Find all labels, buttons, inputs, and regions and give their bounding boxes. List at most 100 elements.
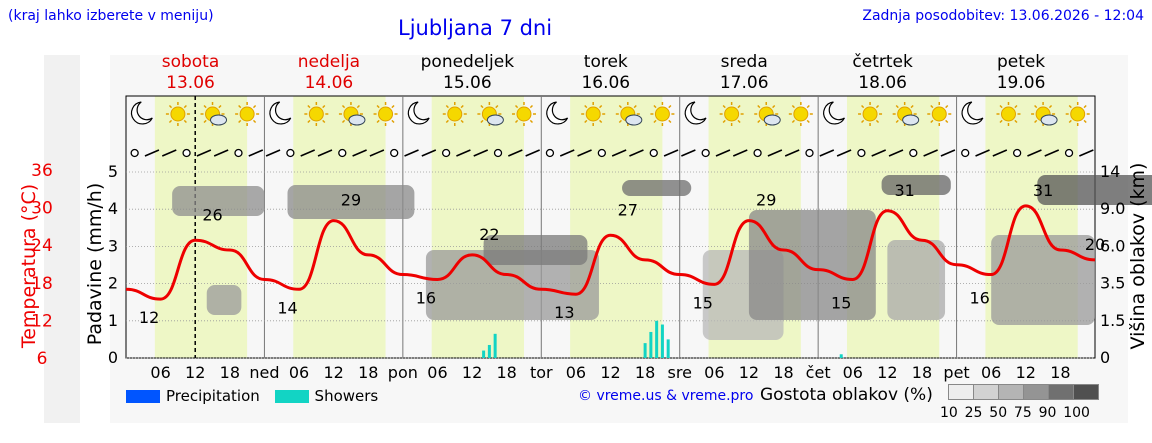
- wind-barb-icon: [421, 149, 437, 157]
- shower-bar: [487, 344, 491, 358]
- hour-tick-label: 18: [773, 363, 793, 382]
- sun-ray: [1014, 119, 1018, 124]
- temperature-annotation: 16: [416, 288, 436, 307]
- day-date: 17.06: [719, 73, 769, 93]
- temperature-tick-label: 6: [37, 349, 48, 369]
- temperature-annotation: 13: [554, 303, 574, 322]
- wind-barb-icon: [1044, 149, 1060, 157]
- moon-cloud-icon: [684, 101, 707, 125]
- sun-ray: [168, 119, 173, 124]
- moon-shape: [407, 101, 430, 125]
- hour-tick-label: 12: [323, 363, 343, 382]
- wind-barb-icon: [732, 149, 748, 157]
- calm-wind-icon: [857, 148, 866, 158]
- wind-barb-icon: [663, 149, 679, 157]
- sun-icon: [719, 102, 744, 126]
- sun-ray: [875, 119, 880, 124]
- copyright-link[interactable]: © vreme.us & vreme.pro: [578, 388, 754, 404]
- density-scale-label: 10: [940, 405, 958, 421]
- sun-ray: [930, 119, 934, 124]
- wind-barb-icon: [836, 149, 852, 157]
- day-abbr-label: čet: [806, 363, 831, 382]
- density-scale-label: 90: [1038, 405, 1057, 421]
- wind-barb-icon: [456, 149, 471, 157]
- day-label: sobota 13.06: [121, 52, 260, 94]
- wind-barb-icon: [681, 149, 696, 157]
- wind-barb-icon: [611, 149, 627, 157]
- temperature-tick-label: 18: [31, 274, 53, 294]
- hour-tick-label: 12: [185, 363, 205, 382]
- moon-cloud-icon: [373, 102, 398, 126]
- day-abbr-label: pet: [943, 363, 969, 382]
- day-abbr-label: tor: [530, 363, 553, 382]
- sun-ray: [945, 119, 949, 124]
- cloud-tick-label: 6.0: [1100, 236, 1125, 255]
- sun-ray: [757, 104, 761, 109]
- sun-ray: [945, 104, 949, 109]
- sun-ray: [341, 104, 346, 109]
- wind-barb-icon: [525, 149, 540, 157]
- cloud-lightning-icon: [235, 102, 260, 126]
- sun-cloud-icon: [200, 102, 228, 126]
- wind-barb-icon: [784, 149, 800, 157]
- sun-ray: [999, 119, 1003, 124]
- moon-cloud-icon: [477, 102, 504, 126]
- sun-shape: [654, 106, 670, 122]
- legend: Precipitation Showers: [126, 387, 388, 407]
- wind-barb-icon: [300, 149, 316, 157]
- temperature-annotation: 15: [693, 293, 713, 312]
- day-date: 13.06: [166, 73, 215, 93]
- sun-cloud-icon: [407, 101, 430, 125]
- day-date: 14.06: [304, 73, 354, 93]
- sun-ray: [618, 119, 622, 124]
- sun-shape: [862, 106, 878, 122]
- cloud-cell: [622, 180, 692, 196]
- sun-shape: [516, 106, 532, 122]
- sun-ray: [722, 104, 726, 109]
- sun-shape: [1000, 106, 1016, 122]
- sun-ray: [999, 104, 1003, 109]
- cloud-cell: [483, 235, 588, 265]
- moon-shape: [961, 101, 984, 125]
- shower-bar: [649, 331, 653, 358]
- cloud-cell: [1037, 175, 1152, 205]
- day-label: nedelja 14.06: [259, 52, 398, 94]
- wind-barb-icon: [629, 149, 644, 157]
- day-name: sreda: [720, 52, 768, 72]
- sun-ray: [529, 104, 533, 109]
- sun-icon: [269, 101, 292, 125]
- density-swatch: [973, 384, 999, 400]
- hour-tick-label: 06: [843, 363, 863, 382]
- wind-barb-icon: [352, 149, 367, 157]
- cloud-axis-title: Višina oblakov (km): [1127, 163, 1149, 350]
- day-abbr-label: pon: [388, 363, 418, 382]
- hour-tick-label: 06: [289, 363, 309, 382]
- sun-ray: [203, 104, 207, 109]
- cloud-tick-label: 14: [1100, 162, 1120, 181]
- density-scale-labels: 10 25 50 75 90 100: [940, 405, 1090, 421]
- hour-tick-label: 12: [600, 363, 620, 382]
- sun-ray: [599, 119, 603, 124]
- calm-wind-icon: [701, 148, 710, 158]
- wind-barb-icon: [577, 149, 592, 157]
- cloud-shape: [763, 114, 781, 126]
- calm-wind-icon: [338, 148, 347, 158]
- sun-ray: [757, 119, 761, 124]
- sun-ray: [341, 119, 346, 124]
- sun-ray: [806, 119, 810, 124]
- daylight-band: [154, 96, 248, 358]
- sun-cloud-icon: [650, 102, 675, 126]
- wind-barb-icon: [213, 149, 229, 157]
- day-name: sobota: [161, 52, 220, 72]
- day-name: nedelja: [297, 52, 361, 72]
- temperature-annotation: 31: [1033, 181, 1053, 200]
- wind-barb-icon: [473, 149, 489, 157]
- sun-ray: [480, 104, 484, 109]
- sun-ray: [168, 104, 173, 109]
- sun-ray: [460, 104, 464, 109]
- sun-ray: [203, 119, 207, 124]
- wind-barb-icon: [871, 149, 887, 157]
- legend-precipitation: Precipitation: [126, 387, 260, 405]
- temperature-annotation: 27: [618, 200, 638, 219]
